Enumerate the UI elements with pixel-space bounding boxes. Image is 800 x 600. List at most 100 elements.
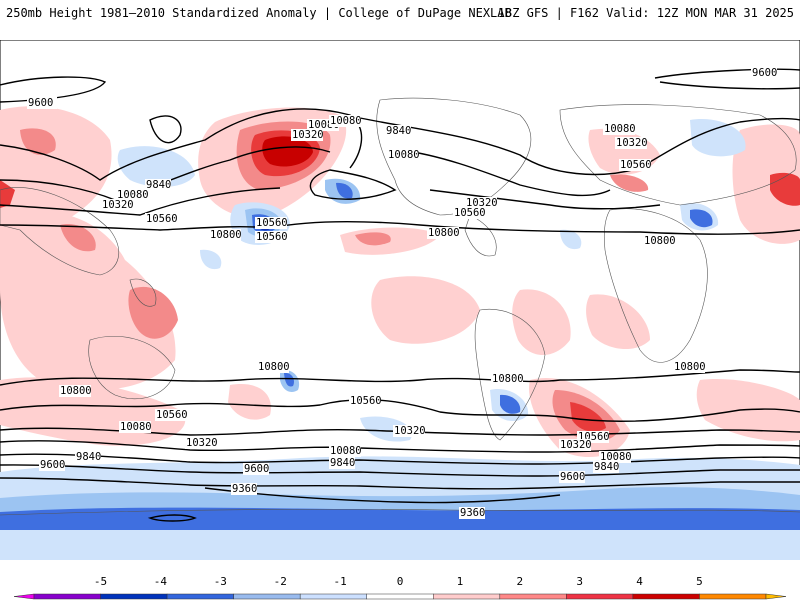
map-title: 250mb Height 1981–2010 Standardized Anom… (6, 6, 512, 20)
anomaly-area (355, 232, 391, 246)
contour-line (0, 477, 800, 490)
contour-label: 10800 (428, 227, 460, 239)
asia-east-outline (0, 187, 119, 276)
legend-tick-label: -4 (154, 575, 168, 588)
anomaly-area (690, 209, 713, 228)
africa-outline (603, 208, 708, 363)
anomaly-area (60, 224, 96, 252)
contour-line (0, 399, 800, 422)
contour-line (147, 514, 197, 522)
contour-label: 10560 (620, 159, 652, 171)
contour-line (149, 115, 182, 144)
contour-label: 9600 (28, 97, 53, 109)
legend-tick-label: 4 (636, 575, 643, 588)
south-america-outline (474, 308, 546, 441)
contour-line (0, 220, 800, 235)
anomaly-area (570, 402, 606, 432)
anomaly-area (586, 294, 650, 350)
contour-label: 10320 (394, 425, 426, 437)
contour-label: 10080 (117, 189, 149, 201)
contour-label: 10320 (292, 129, 324, 141)
legend-swatch (13, 593, 35, 600)
contour-label: 9360 (232, 483, 257, 495)
contour-label: 10560 (256, 231, 288, 243)
anomaly-area (732, 124, 800, 244)
contour-label: 9840 (594, 461, 619, 473)
contour-line (0, 369, 800, 386)
contour-label: 9840 (146, 179, 171, 191)
contour-label: 10080 (330, 445, 362, 457)
legend-swatch (632, 593, 700, 600)
contour-label: 10320 (102, 199, 134, 211)
contour-label: 10320 (466, 197, 498, 209)
anomaly-area (117, 146, 195, 187)
contour-label: 9600 (752, 67, 777, 79)
legend-swatch (100, 593, 168, 600)
legend-swatch (699, 593, 767, 600)
contour-label: 10800 (492, 373, 524, 385)
anomaly-area (0, 212, 176, 391)
anomaly-area (336, 182, 353, 199)
anomaly-area (200, 249, 222, 270)
model-valid-time: 18Z GFS | F162 Valid: 12Z MON MAR 31 202… (497, 6, 794, 20)
contour-label: 9840 (76, 451, 101, 463)
legend-tick-label: 2 (516, 575, 523, 588)
anomaly-area (512, 289, 571, 355)
contour-label: 9840 (386, 125, 411, 137)
contour-label: 9600 (560, 471, 585, 483)
contour-label: 10560 (454, 207, 486, 219)
anomaly-area (0, 180, 15, 208)
anomaly-area (610, 174, 649, 192)
legend-tick-label: -5 (94, 575, 107, 588)
contour-line (309, 169, 397, 200)
legend-tick-label: 3 (576, 575, 583, 588)
legend-swatch (33, 593, 101, 600)
legend-swatch (566, 593, 634, 600)
contour-label: 10080 (330, 115, 362, 127)
legend-swatch (499, 593, 567, 600)
anomaly-area (128, 286, 178, 339)
contour-label: 10800 (258, 361, 290, 373)
contour-label: 10560 (350, 395, 382, 407)
contour-label: 10560 (146, 213, 178, 225)
eurasia-outline (559, 104, 797, 206)
central-america-outline (464, 214, 497, 257)
anomaly-area (770, 172, 800, 206)
color-scale-bar (13, 593, 787, 600)
contour-label: 10560 (156, 409, 188, 421)
contour-label: 10800 (60, 385, 92, 397)
color-scale-legend: -5 -4 -3 -2 -1 0 1 2 3 4 5 (13, 575, 787, 600)
contour-label: 10080 (600, 451, 632, 463)
contour-label: 10320 (616, 137, 648, 149)
legend-tick-label: 1 (457, 575, 464, 588)
legend-tick-label: 5 (696, 575, 703, 588)
contour-label: 9840 (330, 457, 355, 469)
height-contours (0, 68, 800, 522)
legend-tick-label: -3 (214, 575, 227, 588)
contour-line (204, 487, 561, 504)
antarctica-outline (0, 508, 800, 516)
contour-label: 9600 (244, 463, 269, 475)
australia-outline (88, 335, 176, 400)
contour-label: 10800 (644, 235, 676, 247)
legend-swatch (233, 593, 301, 600)
contour-label: 9360 (460, 507, 485, 519)
contour-label: 10560 (256, 217, 288, 229)
anomaly-area (20, 128, 56, 155)
anomaly-area (560, 229, 582, 250)
contour-label: 10800 (210, 229, 242, 241)
legend-swatch (299, 593, 367, 600)
anomaly-area (262, 136, 313, 167)
legend-tick-label: 0 (397, 575, 404, 588)
contour-label: 10080 (388, 149, 420, 161)
contour-line (429, 189, 661, 210)
legend-swatch (366, 593, 434, 600)
legend-tick-label: -2 (274, 575, 287, 588)
contour-line (0, 187, 281, 216)
anomaly-area (690, 119, 746, 157)
north-america-outline (376, 97, 532, 216)
contour-label: 10080 (604, 123, 636, 135)
contour-line (359, 117, 800, 176)
legend-swatch (433, 593, 501, 600)
contour-line (654, 68, 800, 90)
